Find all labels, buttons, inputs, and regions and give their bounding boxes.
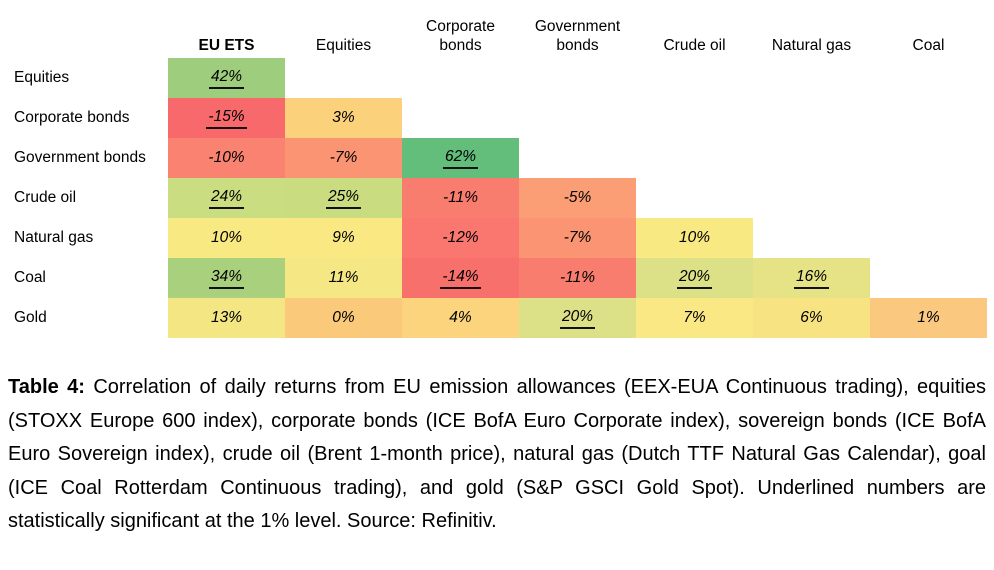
cell-crude-oil-corporate-bonds: -11%: [402, 178, 519, 218]
matrix-body: Equities 42% Corporate bonds -15% 3% Governme…: [8, 58, 987, 338]
cell-coal-government-bonds: -11%: [519, 258, 636, 298]
matrix-row-gold: Gold 13% 0% 4% 20% 7% 6% 1%: [8, 298, 987, 338]
cell-gold-natural-gas: 6%: [753, 298, 870, 338]
row-label-equities: Equities: [14, 69, 70, 86]
cell-natural-gas-eu-ets: 10%: [168, 218, 285, 258]
cell-crude-oil-government-bonds: -5%: [519, 178, 636, 218]
cell-value: -14%: [440, 268, 481, 289]
row-label-gold: Gold: [14, 309, 47, 326]
cell-value: 20%: [559, 308, 596, 329]
cell-gold-crude-oil: 7%: [636, 298, 753, 338]
cell-value: 0%: [332, 309, 355, 326]
cell-crude-oil-eu-ets: 24%: [168, 178, 285, 218]
cell-natural-gas-crude-oil: 10%: [636, 218, 753, 258]
column-header-crude-oil: Crude oil: [663, 37, 726, 54]
cell-value: -7%: [329, 149, 358, 166]
column-header-equities: Equities: [315, 37, 372, 54]
cell-value: -7%: [563, 229, 592, 246]
row-label-corporate-bonds: Corporate bonds: [14, 109, 130, 126]
cell-value: -11%: [442, 189, 479, 206]
matrix-row-crude-oil: Crude oil 24% 25% -11% -5%: [8, 178, 987, 218]
cell-value: -5%: [563, 189, 592, 206]
cell-coal-eu-ets: 34%: [168, 258, 285, 298]
matrix-row-government-bonds: Government bonds -10% -7% 62%: [8, 138, 987, 178]
cell-government-bonds-eu-ets: -10%: [168, 138, 285, 178]
cell-value: 1%: [917, 309, 940, 326]
cell-value: -11%: [559, 269, 596, 286]
cell-value: 25%: [325, 188, 362, 209]
cell-value: 42%: [208, 68, 245, 89]
cell-value: -15%: [206, 108, 247, 129]
row-label-crude-oil: Crude oil: [14, 189, 77, 206]
cell-value: 3%: [332, 109, 355, 126]
cell-value: 13%: [210, 309, 243, 326]
cell-value: 10%: [210, 229, 243, 246]
matrix-row-coal: Coal 34% 11% -14% -11% 20% 16%: [8, 258, 987, 298]
column-header-corporate-bonds: Corporate bonds: [426, 18, 495, 54]
cell-gold-coal: 1%: [870, 298, 987, 338]
matrix-row-corporate-bonds: Corporate bonds -15% 3%: [8, 98, 987, 138]
cell-government-bonds-equities: -7%: [285, 138, 402, 178]
cell-natural-gas-government-bonds: -7%: [519, 218, 636, 258]
cell-coal-corporate-bonds: -14%: [402, 258, 519, 298]
cell-value: 11%: [328, 269, 359, 286]
cell-value: 10%: [678, 229, 711, 246]
cell-value: 34%: [208, 268, 245, 289]
column-header-natural-gas: Natural gas: [771, 37, 852, 54]
cell-crude-oil-equities: 25%: [285, 178, 402, 218]
cell-gold-eu-ets: 13%: [168, 298, 285, 338]
cell-coal-equities: 11%: [285, 258, 402, 298]
row-label-coal: Coal: [14, 269, 46, 286]
cell-value: 24%: [208, 188, 245, 209]
correlation-matrix: EU ETS Equities Corporate bonds Government …: [8, 10, 987, 338]
cell-coal-natural-gas: 16%: [753, 258, 870, 298]
cell-coal-crude-oil: 20%: [636, 258, 753, 298]
cell-value: 9%: [332, 229, 355, 246]
cell-value: 62%: [442, 148, 479, 169]
cell-value: 7%: [683, 309, 706, 326]
row-label-government-bonds: Government bonds: [14, 149, 146, 166]
cell-corporate-bonds-eu-ets: -15%: [168, 98, 285, 138]
cell-corporate-bonds-equities: 3%: [285, 98, 402, 138]
row-label-natural-gas: Natural gas: [14, 229, 94, 246]
cell-value: -10%: [208, 149, 245, 166]
table-caption: Table 4: Correlation of daily returns fr…: [8, 371, 986, 539]
cell-natural-gas-corporate-bonds: -12%: [402, 218, 519, 258]
cell-value: 20%: [676, 268, 713, 289]
cell-value: 6%: [800, 309, 823, 326]
cell-value: 4%: [449, 309, 472, 326]
column-header-coal: Coal: [912, 37, 945, 54]
cell-gold-equities: 0%: [285, 298, 402, 338]
cell-gold-government-bonds: 20%: [519, 298, 636, 338]
cell-natural-gas-equities: 9%: [285, 218, 402, 258]
matrix-row-natural-gas: Natural gas 10% 9% -12% -7% 10%: [8, 218, 987, 258]
matrix-header-row: EU ETS Equities Corporate bonds Government …: [168, 10, 987, 58]
matrix-row-equities: Equities 42%: [8, 58, 987, 98]
caption-label: Table 4:: [8, 376, 85, 398]
cell-government-bonds-corporate-bonds: 62%: [402, 138, 519, 178]
column-header-government-bonds: Government bonds: [534, 18, 621, 54]
caption-text: Correlation of daily returns from EU emi…: [8, 376, 986, 532]
cell-equities-eu-ets: 42%: [168, 58, 285, 98]
cell-gold-corporate-bonds: 4%: [402, 298, 519, 338]
cell-value: -12%: [442, 229, 479, 246]
column-header-eu-ets: EU ETS: [198, 37, 255, 54]
cell-value: 16%: [793, 268, 830, 289]
